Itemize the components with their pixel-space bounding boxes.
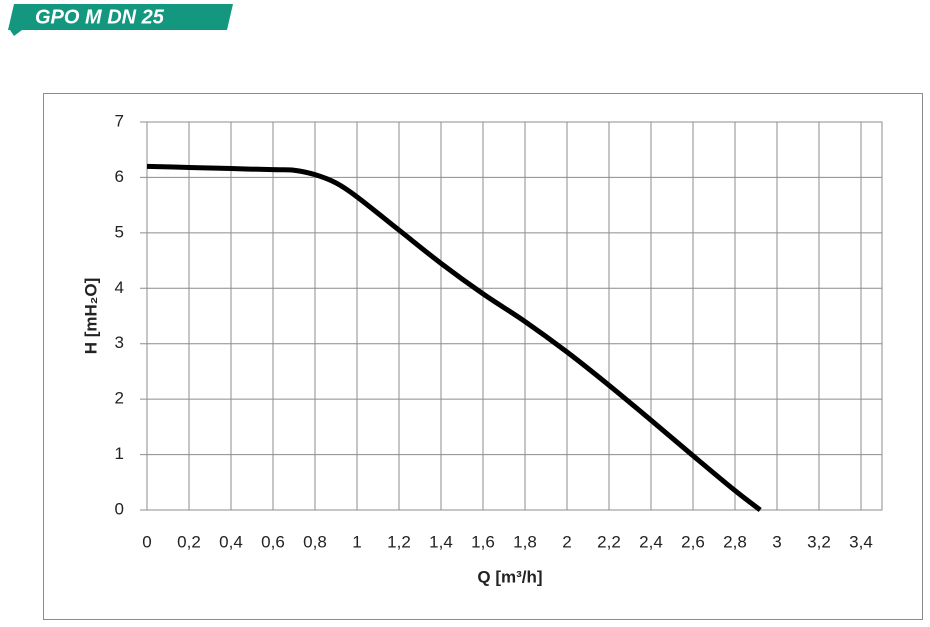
x-tick-label: 2,6: [681, 532, 705, 551]
x-tick-label: 2,4: [639, 532, 663, 551]
chart-title: GPO M DN 25: [35, 6, 165, 28]
title-banner: [8, 4, 233, 30]
x-tick-label: 0,4: [219, 532, 243, 551]
x-tick-label: 1: [352, 532, 361, 551]
y-tick-label: 1: [115, 444, 124, 463]
x-tick-label: 0,2: [177, 532, 201, 551]
y-tick-label: 5: [115, 222, 124, 241]
x-tick-label: 1,6: [471, 532, 495, 551]
x-tick-label: 1,4: [429, 532, 453, 551]
x-tick-label: 1,2: [387, 532, 411, 551]
x-tick-label: 3,4: [849, 532, 873, 551]
x-tick-label: 2,2: [597, 532, 621, 551]
x-tick-label: 3: [772, 532, 781, 551]
x-tick-label: 0,6: [261, 532, 285, 551]
banner-notch: [10, 30, 22, 36]
x-tick-label: 0,8: [303, 532, 327, 551]
y-tick-label: 7: [115, 111, 124, 130]
x-tick-label: 3,2: [807, 532, 831, 551]
x-axis-title: Q [m³/h]: [477, 567, 542, 586]
x-tick-label: 0: [142, 532, 151, 551]
y-tick-label: 0: [115, 499, 124, 518]
chart-frame: [43, 93, 923, 620]
y-tick-label: 4: [115, 278, 124, 297]
y-tick-label: 3: [115, 333, 124, 352]
x-tick-label: 2,8: [723, 532, 747, 551]
pump-curve: [146, 163, 762, 512]
y-axis-title: H [mH₂O]: [81, 278, 100, 355]
x-tick-label: 1,8: [513, 532, 537, 551]
y-tick-label: 2: [115, 389, 124, 408]
x-tick-label: 2: [562, 532, 571, 551]
y-tick-label: 6: [115, 167, 124, 186]
